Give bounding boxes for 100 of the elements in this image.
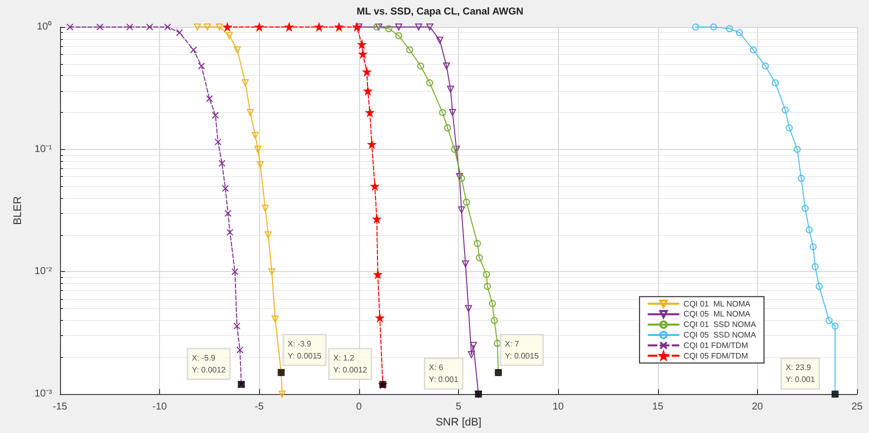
legend-label: CQI 01 SSD NOMA [684,320,757,330]
annotation: X: -3.9 Y: 0.0015 [288,340,322,361]
point [355,24,362,30]
point [385,25,392,32]
point [462,198,470,206]
point [802,204,809,212]
point [285,23,294,31]
chart-title: ML vs. SSD, Capa CL, Canal AWGN [356,6,524,18]
annotation: X: 7 Y: 0.0015 [504,340,540,361]
y-tick-label: 10⁻¹ [34,144,53,155]
point [176,29,184,36]
point [736,29,743,36]
point [96,24,104,30]
point [794,146,801,153]
x-tick-label: 25 [851,402,863,413]
point [268,268,276,276]
point [476,254,483,262]
point [216,24,223,30]
point [474,240,481,248]
point [468,351,475,358]
point [234,46,241,54]
x-tick-label: -10 [152,402,168,413]
point [236,346,244,354]
point [214,138,222,146]
point [415,24,422,30]
point [374,270,382,278]
point [224,210,232,217]
annotation: X: 23.9 Y: 0.001 [786,363,816,384]
x-tick-label: 20 [752,402,764,413]
point [66,24,74,30]
point [126,24,134,30]
point [362,68,371,76]
point [449,109,456,116]
x-tick-label: -15 [52,402,68,413]
point [256,161,264,168]
point [806,226,813,234]
point [762,62,769,70]
point [190,46,197,54]
point [164,24,172,30]
point [726,25,733,32]
annotation: X: -5.9 Y: 0.0012 [192,353,226,374]
point [370,182,379,190]
point [252,132,259,139]
x-tick-label: 0 [356,402,362,413]
point [262,204,269,212]
legend-label: CQI 05 ML NOMA [684,310,752,319]
point [444,124,452,132]
point [231,268,238,276]
point [204,24,211,30]
point [816,282,823,290]
point [447,86,454,93]
legend-label: CQI 05 SSD NOMA [684,330,757,340]
point [376,314,384,322]
x-tick-label: 5 [456,402,462,413]
point [368,140,376,148]
point [426,79,434,86]
point [372,214,381,223]
point [406,46,414,54]
point [246,109,254,116]
legend-label: CQI 01 FDM/TDM [684,340,748,350]
point [772,79,779,86]
point [436,36,444,44]
point [212,112,219,119]
point [194,24,201,30]
x-tick-label: 10 [552,402,564,413]
annotation: X: 1.2 Y: 0.0012 [333,353,368,374]
point [462,260,469,268]
point [798,174,805,182]
point [786,124,793,132]
annotation: X: 6 Y: 0.001 [428,363,459,384]
point [352,23,361,31]
x-tick-label: 15 [652,402,664,413]
point [222,184,229,192]
point [710,24,718,30]
point [198,62,205,70]
point [226,32,233,40]
point [482,270,490,278]
point [464,305,472,312]
point [832,322,839,330]
point [750,46,757,54]
point [226,228,234,236]
point [366,108,374,117]
point [395,24,402,30]
point [242,79,249,86]
point [484,282,491,290]
point [395,32,402,40]
point [426,24,434,30]
point [364,86,372,95]
point [826,316,833,324]
point [456,173,463,180]
point [223,23,232,31]
x-axis-title: SNR [dB] [436,416,482,428]
point [233,322,240,330]
point [272,316,279,323]
y-tick-label: 10⁰ [36,20,52,32]
point [358,40,366,48]
point [358,50,367,58]
point [255,23,264,31]
point [254,146,262,153]
point [334,23,343,31]
